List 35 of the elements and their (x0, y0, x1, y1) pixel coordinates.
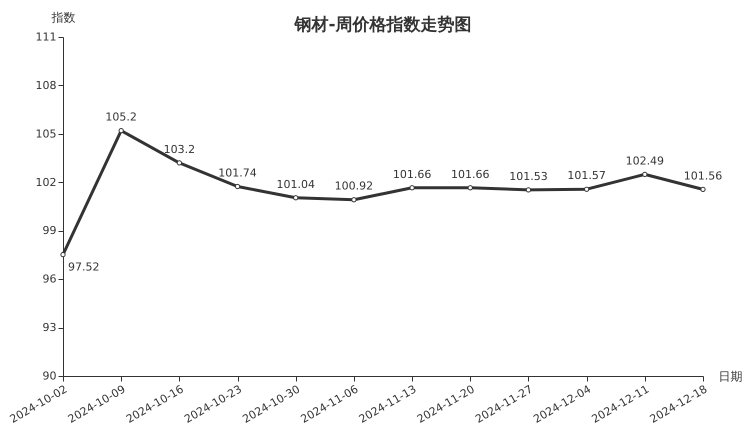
data-label: 101.04 (276, 178, 315, 191)
data-label: 101.57 (567, 169, 606, 182)
y-tick-label: 96 (42, 272, 56, 286)
point (176, 160, 182, 166)
point (351, 197, 357, 202)
data-label: 101.53 (509, 170, 548, 183)
chart-title: 钢材-周价格指数走势图 (293, 15, 472, 35)
point (642, 172, 648, 177)
y-axis-title: 指数 (50, 10, 76, 24)
y-tick-label: 99 (42, 224, 56, 238)
y-tick-label: 108 (36, 78, 56, 92)
y-tick-label: 93 (42, 321, 56, 334)
point (293, 195, 298, 200)
point (234, 184, 240, 190)
point (526, 187, 532, 192)
data-label: 102.49 (626, 154, 664, 168)
data-label: 103.2 (164, 142, 196, 156)
point (409, 185, 415, 190)
point (118, 128, 124, 134)
x-axis-title: 日期 (718, 370, 742, 384)
point (584, 186, 590, 192)
data-label: 97.52 (68, 260, 100, 274)
data-label: 101.74 (218, 166, 257, 180)
data-label: 105.2 (105, 110, 137, 124)
data-label: 101.66 (392, 168, 432, 181)
y-tick-label: 90 (42, 370, 56, 382)
point (700, 186, 706, 192)
data-label: 101.66 (451, 168, 490, 181)
data-label: 100.92 (334, 180, 374, 193)
point (468, 185, 473, 190)
y-tick-label: 105 (36, 127, 56, 140)
data-label: 101.56 (684, 169, 722, 182)
y-tick-label: 102 (36, 176, 56, 189)
y-tick-label: 111 (36, 30, 56, 44)
point (60, 252, 66, 258)
